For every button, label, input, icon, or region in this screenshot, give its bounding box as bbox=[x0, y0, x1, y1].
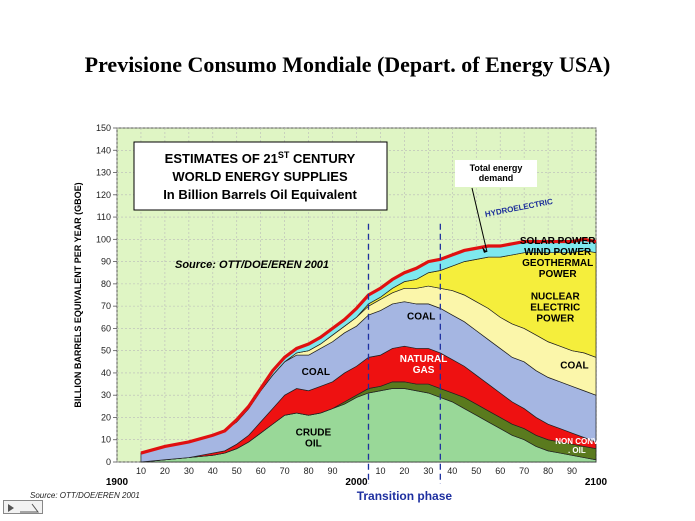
x-major-label: 1900 bbox=[106, 477, 129, 488]
area-label-non-conv-oil: NON CONV bbox=[555, 437, 599, 446]
area-label-solar-power-wind-power-geothermal-power: WIND POWER bbox=[524, 247, 592, 258]
x-tick-label: 30 bbox=[184, 466, 194, 476]
area-label-nuclear-electric-power: NUCLEAR bbox=[531, 291, 581, 302]
chart-title-line-1: ESTIMATES OF 21ST CENTURY bbox=[165, 150, 356, 166]
area-label-crude-oil: OIL bbox=[305, 438, 322, 449]
area-label-coal: COAL bbox=[302, 367, 330, 378]
x-major-label: 2100 bbox=[585, 477, 608, 488]
y-tick-label: 70 bbox=[101, 301, 111, 311]
area-label-nuclear-electric-power: POWER bbox=[536, 313, 575, 324]
x-tick-label: 40 bbox=[208, 466, 218, 476]
total-demand-label: Total energy bbox=[470, 163, 523, 173]
x-tick-label: 60 bbox=[495, 466, 505, 476]
slide-title: Previsione Consumo Mondiale (Depart. of … bbox=[84, 52, 611, 77]
area-label-natural-gas: NATURAL bbox=[400, 354, 448, 365]
x-axis-title: Transition phase bbox=[357, 489, 453, 503]
area-label-nuclear-electric-power: ELECTRIC bbox=[530, 302, 580, 313]
chart-title-line-2: WORLD ENERGY SUPPLIES bbox=[172, 169, 348, 184]
x-tick-label: 60 bbox=[256, 466, 266, 476]
x-tick-label: 50 bbox=[232, 466, 242, 476]
y-tick-label: 0 bbox=[106, 457, 111, 467]
y-tick-label: 150 bbox=[96, 123, 111, 133]
x-tick-label: 30 bbox=[423, 466, 433, 476]
total-demand-arrow bbox=[471, 187, 488, 253]
area-label-coal: COAL bbox=[560, 360, 588, 371]
total-demand-line bbox=[140, 237, 597, 455]
chart-title-box bbox=[133, 141, 388, 211]
x-tick-label: 10 bbox=[375, 466, 385, 476]
area-label-crude-oil: CRUDE bbox=[296, 427, 332, 438]
area-label-solar-power-wind-power-geothermal-power: POWER bbox=[539, 269, 578, 280]
chart-title-line-3: In Billion Barrels Oil Equivalent bbox=[163, 187, 357, 202]
y-tick-label: 90 bbox=[101, 257, 111, 267]
x-tick-label: 10 bbox=[136, 466, 146, 476]
chart-source-note: Source: OTT/DOE/EREN 2001 bbox=[175, 259, 329, 271]
y-tick-label: 80 bbox=[101, 279, 111, 289]
x-tick-label: 70 bbox=[519, 466, 529, 476]
area-label-non-conv-oil: . OIL bbox=[568, 446, 586, 455]
x-tick-label: 80 bbox=[304, 466, 314, 476]
area-label-solar-power-wind-power-geothermal-power: GEOTHERMAL bbox=[522, 258, 593, 269]
y-tick-label: 30 bbox=[101, 390, 111, 400]
x-tick-label: 50 bbox=[471, 466, 481, 476]
total-demand-label-box bbox=[455, 160, 537, 187]
y-tick-label: 100 bbox=[96, 234, 111, 244]
y-tick-label: 20 bbox=[101, 412, 111, 422]
x-tick-label: 20 bbox=[160, 466, 170, 476]
x-tick-label: 90 bbox=[328, 466, 338, 476]
y-tick-label: 60 bbox=[101, 323, 111, 333]
y-tick-label: 40 bbox=[101, 368, 111, 378]
y-tick-label: 130 bbox=[96, 168, 111, 178]
x-major-label: 2000 bbox=[345, 477, 368, 488]
area-label-natural-gas: GAS bbox=[413, 365, 435, 376]
y-tick-label: 50 bbox=[101, 346, 111, 356]
slide-navigation-icon[interactable] bbox=[3, 500, 43, 514]
y-tick-label: 10 bbox=[101, 435, 111, 445]
footer-source-note: Source: OTT/DOE/EREN 2001 bbox=[30, 491, 140, 500]
y-tick-label: 120 bbox=[96, 190, 111, 200]
y-tick-label: 110 bbox=[97, 212, 111, 222]
total-demand-arrowhead bbox=[482, 246, 487, 253]
area-label-coal: COAL bbox=[407, 311, 435, 322]
x-tick-label: 70 bbox=[280, 466, 290, 476]
x-tick-label: 80 bbox=[543, 466, 553, 476]
x-tick-label: 40 bbox=[447, 466, 457, 476]
area-label-solar-power-wind-power-geothermal-power: SOLAR POWER bbox=[520, 236, 596, 247]
total-demand-label: demand bbox=[479, 173, 514, 183]
x-tick-label: 20 bbox=[399, 466, 409, 476]
y-tick-label: 140 bbox=[96, 145, 111, 155]
y-axis-title: BILLION BARRELS EQUIVALENT PER YEAR (GBO… bbox=[73, 182, 83, 407]
x-tick-label: 90 bbox=[567, 466, 577, 476]
